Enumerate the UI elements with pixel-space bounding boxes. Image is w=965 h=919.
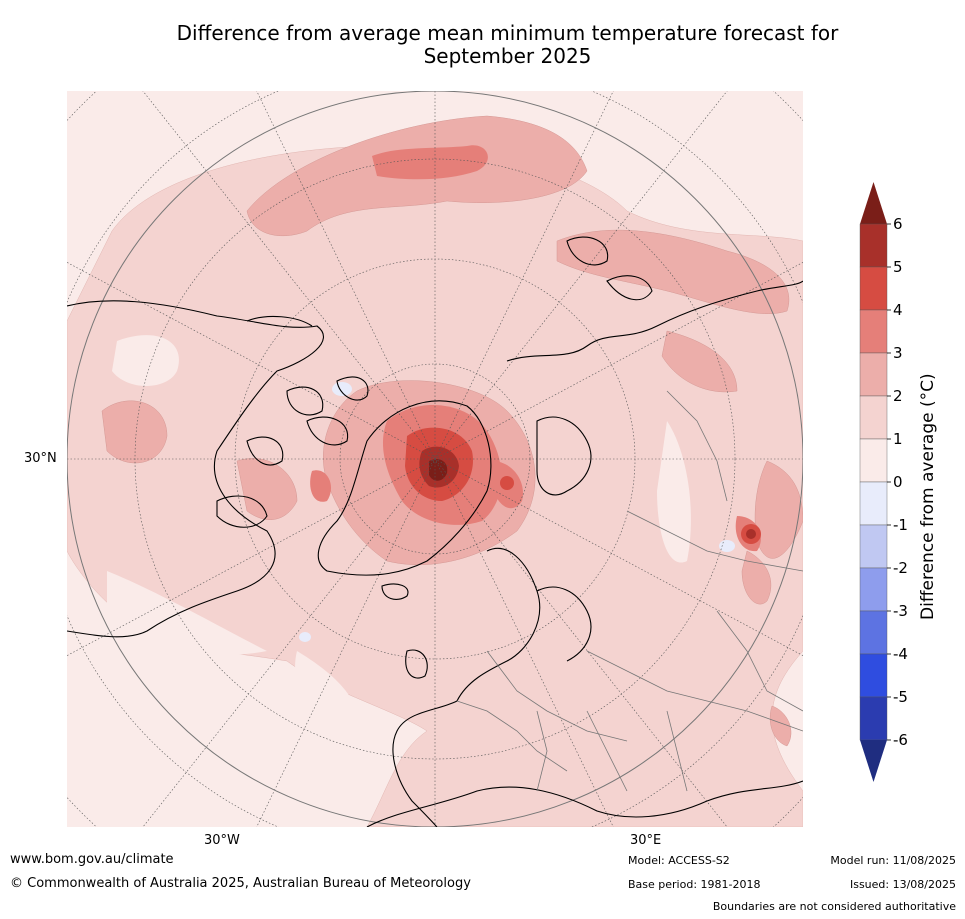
colorbar-band <box>859 696 888 741</box>
anomaly-0-1-hole <box>295 651 360 741</box>
anomaly-2-3-region <box>754 460 803 559</box>
colorbar-band <box>859 438 888 483</box>
country-borders <box>456 390 803 792</box>
colorbar-under-triangle <box>860 740 887 782</box>
footer-issued: Issued: 13/08/2025 <box>849 878 956 891</box>
colorbar-title: Difference from average (°C) <box>918 320 940 620</box>
colorbar-tick-label: -1 <box>893 516 908 534</box>
north-america-coast <box>67 300 324 638</box>
colorbar: 6 5 4 3 2 1 0 -1 -2 -3 -4 -5 -6 <box>859 182 908 782</box>
colorbar-tick-label: -3 <box>893 602 908 620</box>
greenland-coast <box>317 400 492 576</box>
colorbar-tick-label: -4 <box>893 645 908 663</box>
anomaly-0-1-hole <box>107 571 267 655</box>
colorbar-tick-label: -5 <box>893 688 908 706</box>
colorbar-tick-label: -6 <box>893 731 908 749</box>
coastlines <box>67 236 803 827</box>
anomaly-cool-spot <box>719 540 735 552</box>
colorbar-title-text: Difference from average (°C) <box>918 373 938 620</box>
footer-model-run: Model run: 11/08/2025 <box>830 854 956 867</box>
title-line-2: September 2025 <box>423 44 592 68</box>
colorbar-band <box>859 352 888 397</box>
footer-disclaimer: Boundaries are not considered authoritat… <box>712 900 956 913</box>
title-line-1: Difference from average mean minimum tem… <box>176 21 839 45</box>
colorbar-band <box>859 610 888 655</box>
lon-label-30w: 30°W <box>204 833 240 848</box>
colorbar-tick-label: 6 <box>893 215 903 233</box>
russia-coast <box>506 280 803 362</box>
colorbar-tick-label: 0 <box>893 473 903 491</box>
lat-label-30n: 30°N <box>24 451 57 466</box>
colorbar-band <box>859 309 888 354</box>
graticule <box>67 91 803 827</box>
anomaly-4-5-spot <box>500 476 514 490</box>
colorbar-band <box>859 223 888 268</box>
anomaly-3-4-region <box>310 470 332 502</box>
anomaly-2-3-region <box>101 400 168 464</box>
anomaly-0-1-hole <box>112 335 179 386</box>
africa-coast <box>366 780 803 827</box>
colorbar-band <box>859 567 888 612</box>
footer-base-period: Base period: 1981-2018 <box>628 878 761 891</box>
anomaly-cool-spot <box>332 382 352 396</box>
anomaly-3-4-region <box>372 145 488 180</box>
colorbar-tick-label: 5 <box>893 258 903 276</box>
footer-model: Model: ACCESS-S2 <box>628 854 730 867</box>
colorbar-band <box>859 266 888 311</box>
lon-label-30e: 30°E <box>630 833 662 848</box>
colorbar-tick-label: 1 <box>893 430 903 448</box>
footer-website[interactable]: www.bom.gov.au/climate <box>10 852 174 867</box>
colorbar-band <box>859 524 888 569</box>
anomaly-0-1-hole <box>657 421 691 563</box>
colorbar-band <box>859 653 888 698</box>
anomaly-2-3-region <box>741 550 772 605</box>
colorbar-over-triangle <box>860 182 887 224</box>
anomaly-2-3-region <box>236 458 298 520</box>
colorbar-band <box>859 481 888 526</box>
map-title: Difference from average mean minimum tem… <box>60 22 955 68</box>
anomaly-2-3-region <box>769 705 792 747</box>
colorbar-tick-label: 3 <box>893 344 903 362</box>
colorbar-band <box>859 395 888 440</box>
anomaly-2-3-region <box>556 229 790 314</box>
colorbar-tick-label: -2 <box>893 559 908 577</box>
colorbar-tick-label: 4 <box>893 301 903 319</box>
forecast-map <box>67 91 803 827</box>
anomaly-2-3-region <box>661 330 738 393</box>
anomaly-5-6-spot <box>746 529 756 539</box>
anomaly-cool-spot <box>299 632 311 642</box>
colorbar-tick-label: 2 <box>893 387 903 405</box>
footer-copyright: © Commonwealth of Australia 2025, Austra… <box>10 876 471 891</box>
